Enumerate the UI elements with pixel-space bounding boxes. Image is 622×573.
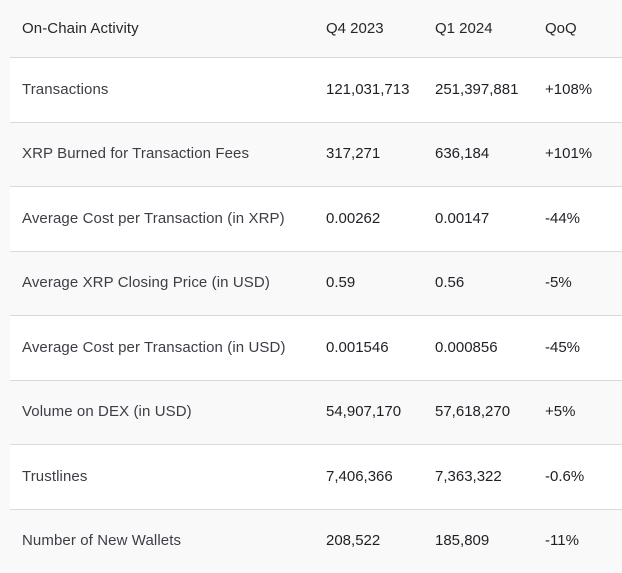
cell-q1-2024: 0.000856 [435,338,498,356]
table-row-trustlines: Trustlines 7,406,366 7,363,322 -0.6% [10,444,622,509]
cell-q4-2023: 0.59 [326,274,356,292]
cell-q1-2024: 0.00147 [435,209,490,227]
cell-q4-2023: 0.00262 [326,209,381,227]
row-label: Trustlines [22,467,88,485]
cell-qoq: -11% [545,532,579,550]
row-label: Volume on DEX (in USD) [22,403,192,421]
table-header-row: On-Chain Activity Q4 2023 Q1 2024 QoQ [10,0,622,57]
row-label: Transactions [22,80,109,98]
cell-q1-2024: 185,809 [435,532,490,550]
column-header-qoq: QoQ [545,19,577,37]
cell-q1-2024: 636,184 [435,145,490,163]
row-label: XRP Burned for Transaction Fees [22,145,250,163]
row-label: Average Cost per Transaction (in USD) [22,338,286,356]
table-row-volume-dex: Volume on DEX (in USD) 54,907,170 57,618… [10,379,622,445]
cell-q4-2023: 317,271 [326,145,381,163]
cell-q4-2023: 54,907,170 [326,403,402,421]
cell-q4-2023: 0.001546 [326,338,389,356]
cell-q4-2023: 121,031,713 [326,80,410,98]
column-header-q4-2023: Q4 2023 [326,19,384,37]
cell-q1-2024: 57,618,270 [435,403,511,421]
table-row-avg-cost-xrp: Average Cost per Transaction (in XRP) 0.… [10,186,622,251]
cell-q1-2024: 7,363,322 [435,467,502,485]
cell-q1-2024: 0.56 [435,274,465,292]
cell-qoq: -44% [545,209,581,227]
column-header-q1-2024: Q1 2024 [435,19,493,37]
table-row-avg-cost-usd: Average Cost per Transaction (in USD) 0.… [10,315,622,380]
table-row-avg-closing-price: Average XRP Closing Price (in USD) 0.59 … [10,250,622,316]
cell-qoq: -45% [545,338,581,356]
row-label: Average Cost per Transaction (in XRP) [22,209,285,227]
cell-q4-2023: 208,522 [326,532,381,550]
cell-qoq: -5% [545,274,572,292]
table-title: On-Chain Activity [22,19,139,37]
cell-qoq: -0.6% [545,467,585,485]
cell-qoq: +108% [545,80,593,98]
on-chain-activity-table: On-Chain Activity Q4 2023 Q1 2024 QoQ Tr… [10,0,622,573]
table-row-xrp-burned: XRP Burned for Transaction Fees 317,271 … [10,121,622,187]
cell-q4-2023: 7,406,366 [326,467,393,485]
cell-qoq: +101% [545,145,593,163]
row-label: Number of New Wallets [22,532,182,550]
cell-qoq: +5% [545,403,576,421]
row-label: Average XRP Closing Price (in USD) [22,274,270,292]
table-row-transactions: Transactions 121,031,713 251,397,881 +10… [10,57,622,122]
table-row-new-wallets: Number of New Wallets 208,522 185,809 -1… [10,508,622,573]
cell-q1-2024: 251,397,881 [435,80,519,98]
